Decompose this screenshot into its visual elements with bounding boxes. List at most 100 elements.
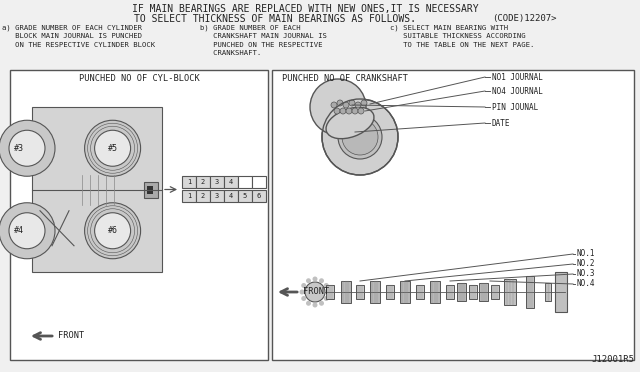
Bar [182, 176, 196, 187]
Circle shape [361, 100, 367, 106]
Text: 5: 5 [243, 192, 247, 199]
Bar [479, 283, 488, 301]
Text: c) SELECT MAIN BEARING WITH
   SUITABLE THICKNESS ACCORDING
   TO THE TABLE ON T: c) SELECT MAIN BEARING WITH SUITABLE THI… [390, 24, 534, 48]
Bar [10, 70, 268, 360]
Circle shape [326, 289, 330, 295]
Circle shape [312, 302, 317, 308]
Text: #3: #3 [14, 144, 24, 153]
Bar [545, 283, 551, 301]
Bar [504, 279, 516, 305]
Text: 6: 6 [257, 192, 261, 199]
Circle shape [301, 296, 307, 301]
Circle shape [358, 108, 364, 114]
Text: PUNCHED NO OF CRANKSHAFT: PUNCHED NO OF CRANKSHAFT [282, 74, 408, 83]
Bar [32, 107, 162, 272]
Bar [147, 186, 153, 193]
Text: 2: 2 [201, 192, 205, 199]
Text: #5: #5 [108, 144, 118, 153]
Circle shape [300, 289, 305, 295]
Bar [210, 189, 224, 202]
Text: FRONT: FRONT [303, 288, 329, 296]
Ellipse shape [326, 107, 374, 139]
Bar [430, 281, 440, 303]
Text: NO1 JOURNAL: NO1 JOURNAL [492, 73, 543, 81]
Text: 2: 2 [201, 179, 205, 185]
Circle shape [306, 301, 311, 306]
Bar [210, 176, 224, 187]
Circle shape [342, 119, 378, 155]
Text: TO SELECT THICKNESS OF MAIN BEARINGS AS FOLLOWS.: TO SELECT THICKNESS OF MAIN BEARINGS AS … [134, 14, 416, 24]
Text: NO.3: NO.3 [577, 269, 595, 279]
Bar [458, 283, 467, 301]
Circle shape [322, 99, 398, 175]
Bar [446, 285, 454, 299]
Circle shape [324, 296, 329, 301]
Bar [356, 285, 364, 299]
Circle shape [305, 282, 325, 302]
Text: NO.2: NO.2 [577, 260, 595, 269]
Text: (CODE)12207>: (CODE)12207> [492, 14, 557, 23]
Bar [469, 285, 477, 299]
Circle shape [84, 120, 141, 176]
Text: FRONT: FRONT [58, 331, 84, 340]
Text: b) GRADE NUMBER OF EACH
   CRANKSHAFT MAIN JOURNAL IS
   PUNCHED ON THE RESPECTI: b) GRADE NUMBER OF EACH CRANKSHAFT MAIN … [200, 24, 327, 56]
Bar [224, 176, 238, 187]
Circle shape [340, 108, 346, 114]
Bar [370, 281, 380, 303]
Text: DATE: DATE [492, 119, 511, 128]
Circle shape [0, 203, 55, 259]
Text: 3: 3 [215, 179, 219, 185]
Circle shape [343, 102, 349, 108]
Circle shape [310, 79, 366, 135]
Bar [272, 70, 634, 360]
Text: #6: #6 [108, 226, 118, 235]
Text: 1: 1 [187, 192, 191, 199]
Circle shape [331, 102, 337, 108]
Text: #4: #4 [14, 226, 24, 235]
Circle shape [0, 120, 55, 176]
Text: J12001R5: J12001R5 [591, 355, 634, 364]
Circle shape [301, 283, 307, 288]
Circle shape [319, 278, 324, 283]
Circle shape [338, 115, 382, 159]
Text: 1: 1 [187, 179, 191, 185]
Text: 3: 3 [215, 192, 219, 199]
Text: PIN JOUNAL: PIN JOUNAL [492, 103, 538, 112]
Text: IF MAIN BEARINGS ARE REPLACED WITH NEW ONES,IT IS NECESSARY: IF MAIN BEARINGS ARE REPLACED WITH NEW O… [132, 4, 478, 14]
Text: a) GRADE NUMBER OF EACH CYLINDER
   BLOCK MAIN JOURNAL IS PUNCHED
   ON THE RESP: a) GRADE NUMBER OF EACH CYLINDER BLOCK M… [2, 24, 155, 48]
Circle shape [324, 283, 329, 288]
Bar [238, 189, 252, 202]
Circle shape [352, 108, 358, 114]
Bar [526, 276, 534, 308]
Bar [196, 176, 210, 187]
Circle shape [84, 203, 141, 259]
Circle shape [95, 213, 131, 249]
Bar [416, 285, 424, 299]
Bar [252, 176, 266, 187]
Circle shape [319, 301, 324, 306]
Circle shape [306, 278, 311, 283]
Bar [252, 189, 266, 202]
Circle shape [95, 130, 131, 166]
Text: NO4 JOURNAL: NO4 JOURNAL [492, 87, 543, 96]
Circle shape [346, 108, 352, 114]
Circle shape [9, 213, 45, 249]
Circle shape [334, 108, 340, 114]
Circle shape [337, 100, 343, 106]
Circle shape [349, 100, 355, 106]
Bar [555, 272, 567, 312]
Bar [400, 281, 410, 303]
Circle shape [312, 276, 317, 282]
Circle shape [355, 102, 361, 108]
Bar [386, 285, 394, 299]
Bar [341, 281, 351, 303]
Bar [196, 189, 210, 202]
Bar [491, 285, 499, 299]
Circle shape [9, 130, 45, 166]
Bar [238, 176, 252, 187]
Text: NO.4: NO.4 [577, 279, 595, 289]
Bar [144, 182, 158, 198]
Text: 4: 4 [229, 192, 233, 199]
Text: PUNCHED NO OF CYL-BLOCK: PUNCHED NO OF CYL-BLOCK [79, 74, 200, 83]
Bar [224, 189, 238, 202]
